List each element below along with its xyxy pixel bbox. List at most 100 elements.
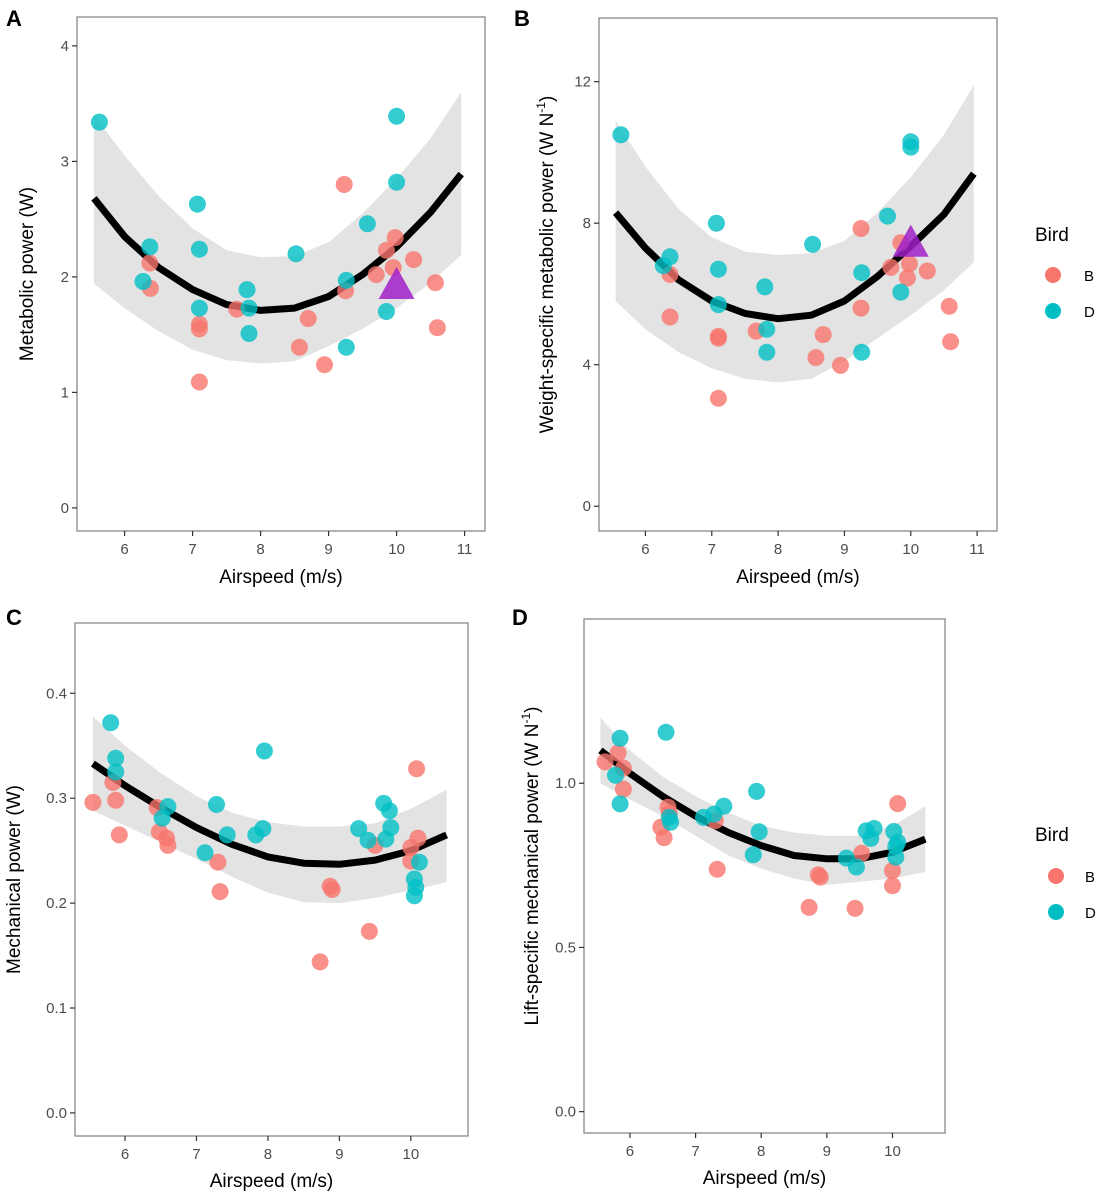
data-point-bird-d — [612, 126, 630, 144]
data-point-bird-b — [409, 829, 427, 847]
data-point-bird-d — [388, 107, 406, 125]
data-point-bird-b — [918, 262, 936, 280]
data-point-bird-b — [852, 220, 870, 237]
data-point-bird-d — [758, 343, 776, 361]
y-tick-label: 2 — [61, 269, 69, 286]
panel-letter-a: A — [6, 6, 22, 31]
x-tick-label: 8 — [757, 1143, 765, 1160]
data-point-bird-d — [853, 264, 871, 282]
plot-frame — [74, 622, 469, 1137]
legend-key-d — [1048, 904, 1064, 920]
data-point-bird-d — [388, 173, 406, 191]
panel-a: A 6 7 8 9 10 11 0 1 2 3 4 Airspeed (m/s) Metabolic… — [6, 6, 486, 588]
data-point-bird-d — [190, 240, 208, 258]
data-point-bird-b — [889, 795, 907, 813]
data-point-bird-d — [879, 207, 896, 225]
x-tick-label: 8 — [264, 1146, 272, 1163]
data-point-bird-b — [882, 258, 900, 276]
data-point-bird-b — [614, 780, 632, 798]
y-tick-label: 0 — [61, 500, 69, 517]
data-point-bird-b — [386, 229, 404, 247]
data-point-bird-d — [188, 195, 206, 213]
data-point-bird-b — [316, 356, 333, 374]
data-point-bird-b — [846, 899, 864, 917]
y-tick-label: 0.5 — [555, 939, 576, 956]
x-tick-label: 7 — [691, 1143, 699, 1160]
data-point-bird-b — [190, 373, 208, 391]
data-point-bird-d — [611, 729, 629, 747]
x-axis-title: Airspeed (m/s) — [736, 567, 860, 588]
panel-b: B 6 7 8 9 10 11 0 4 8 12 Airspeed (m/s) Weight-sp… — [514, 6, 998, 588]
data-point-bird-d — [377, 303, 395, 320]
data-point-bird-d — [748, 782, 766, 800]
panel-d: D 6 7 8 9 10 0.0 0.5 1.0 Airspeed (m/s) Lift-sp… — [512, 605, 946, 1189]
data-point-bird-b — [323, 881, 341, 898]
data-point-bird-d — [662, 813, 680, 831]
x-tick-label: 10 — [884, 1143, 901, 1160]
panel-c: C 6 7 8 9 10 0.0 0.1 0.2 0.3 0.4 Airspeed (m/s) M… — [4, 605, 469, 1192]
x-tick-label: 9 — [324, 541, 332, 558]
data-point-bird-d — [377, 830, 395, 848]
confidence-band — [615, 85, 974, 383]
data-point-bird-b — [709, 389, 727, 407]
data-point-bird-d — [804, 235, 822, 253]
data-point-bird-d — [196, 844, 214, 862]
data-point-bird-d — [240, 325, 258, 342]
data-point-bird-b — [814, 326, 832, 344]
data-point-bird-d — [405, 887, 423, 905]
x-tick-label: 10 — [902, 541, 919, 558]
panel-letter-c: C — [6, 605, 22, 630]
data-point-bird-b — [299, 310, 317, 327]
legend: Bird B D — [1035, 225, 1095, 321]
x-tick-label: 10 — [388, 541, 405, 558]
data-point-bird-b — [311, 953, 329, 971]
data-point-bird-d — [715, 797, 733, 815]
data-point-bird-d — [141, 238, 159, 256]
y-tick-label: 12 — [574, 74, 591, 91]
data-point-bird-d — [902, 138, 920, 156]
x-tick-label: 9 — [335, 1146, 343, 1163]
data-point-bird-d — [190, 299, 208, 317]
data-point-bird-d — [756, 278, 774, 296]
y-tick-label: 0.2 — [46, 895, 67, 912]
y-tick-label: 0 — [583, 498, 591, 515]
x-tick-label: 6 — [121, 1146, 129, 1163]
data-point-bird-d — [709, 296, 727, 314]
x-tick-label: 8 — [774, 541, 782, 558]
plot-frame — [598, 17, 998, 532]
data-point-bird-d — [134, 273, 152, 290]
data-point-bird-b — [661, 308, 679, 326]
x-tick-label: 9 — [840, 541, 848, 558]
y-tick-label: 3 — [61, 153, 69, 170]
legend-label-d: D — [1084, 304, 1095, 321]
y-axis-title: Weight-specific metabolic power (W N-1) — [534, 96, 558, 434]
confidence-band — [92, 716, 447, 904]
data-point-bird-d — [238, 281, 256, 299]
data-point-bird-d — [359, 831, 377, 849]
data-point-bird-d — [208, 796, 225, 813]
y-axis-title-main: Weight-specific metabolic power (W N — [537, 113, 558, 434]
data-point-bird-d — [255, 742, 273, 760]
data-point-bird-d — [107, 763, 125, 781]
y-axis-title: Lift-specific mechanical power (W N-1) — [519, 707, 543, 1026]
data-point-bird-b — [800, 898, 818, 916]
data-point-bird-b — [360, 922, 378, 940]
x-tick-label: 6 — [120, 541, 128, 558]
legend-title: Bird — [1035, 225, 1069, 246]
data-point-bird-d — [410, 853, 428, 871]
data-point-bird-b — [884, 862, 901, 880]
y-tick-label: 0.0 — [46, 1105, 67, 1122]
data-point-bird-d — [889, 833, 907, 851]
data-point-bird-d — [758, 320, 776, 338]
data-point-bird-b — [84, 793, 102, 811]
data-point-bird-d — [337, 338, 355, 356]
data-point-bird-d — [611, 795, 629, 813]
plot-frame — [583, 618, 946, 1134]
y-tick-label: 0.0 — [555, 1104, 576, 1121]
data-point-bird-d — [240, 299, 258, 317]
y-tick-label: 1.0 — [555, 775, 576, 792]
data-point-bird-b — [655, 829, 673, 847]
data-point-bird-b — [211, 883, 229, 901]
x-tick-label: 7 — [708, 541, 716, 558]
